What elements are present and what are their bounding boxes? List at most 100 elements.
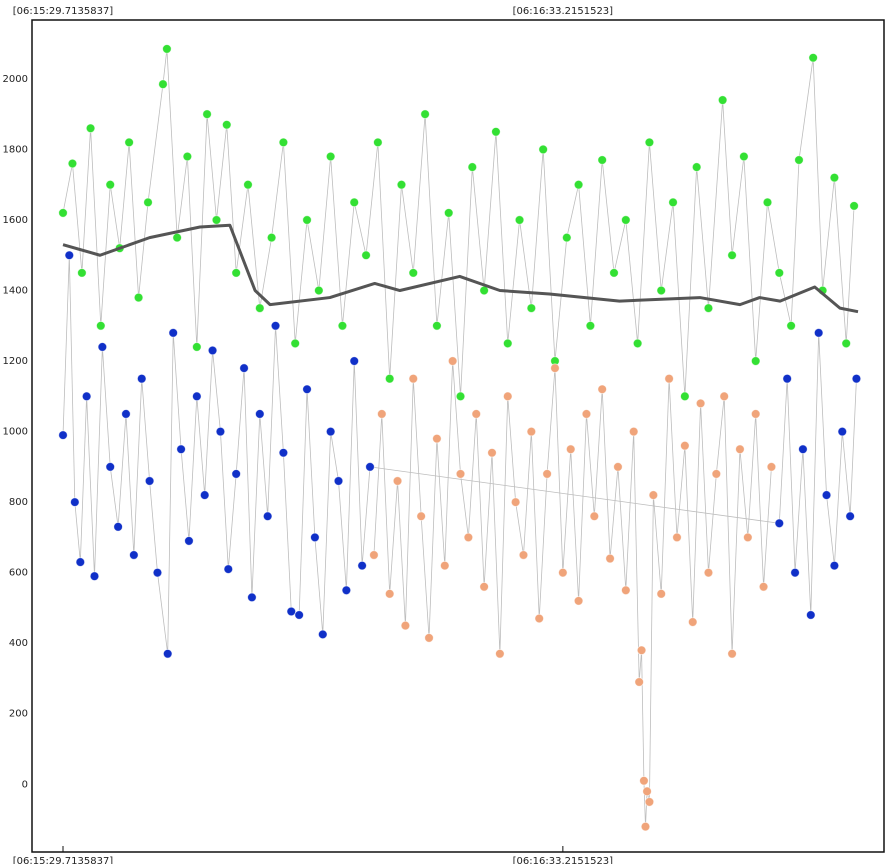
point (124, 137, 134, 148)
point (487, 448, 497, 458)
point (605, 553, 615, 564)
point (808, 53, 818, 63)
point (377, 409, 387, 419)
point (373, 137, 383, 148)
point (640, 821, 651, 832)
point (184, 536, 194, 546)
point (325, 426, 336, 437)
x-tick-label-bottom: [06:16:33.2151523] (513, 856, 614, 864)
point (495, 649, 505, 659)
point (562, 232, 572, 243)
point (432, 321, 442, 331)
point (143, 197, 153, 208)
marks (58, 44, 862, 832)
point (176, 444, 186, 454)
point (597, 155, 607, 165)
point (286, 606, 296, 617)
point (121, 409, 131, 419)
y-tick-label: 400 (9, 638, 28, 649)
point (294, 610, 304, 620)
point (680, 391, 690, 402)
series-link (62, 48, 855, 397)
point (813, 328, 824, 338)
point (566, 444, 576, 454)
point (806, 610, 816, 620)
point (613, 462, 623, 472)
point (278, 137, 289, 148)
point (192, 342, 202, 352)
point (621, 585, 631, 596)
point (581, 409, 592, 419)
point (302, 215, 312, 225)
point (727, 250, 737, 260)
point (798, 444, 808, 454)
point (758, 582, 769, 592)
point (152, 567, 163, 578)
point (735, 444, 745, 454)
point (719, 391, 729, 402)
point (467, 162, 478, 172)
trend-line (62, 223, 859, 314)
point (333, 476, 344, 486)
point (337, 321, 348, 331)
point (75, 557, 86, 567)
point (192, 391, 202, 402)
point (365, 462, 375, 472)
point (211, 215, 222, 225)
point (349, 197, 359, 208)
point (503, 391, 513, 402)
point (105, 180, 115, 190)
point (518, 550, 529, 560)
y-tick-label: 1200 (3, 356, 28, 367)
point (58, 430, 68, 440)
point (597, 384, 607, 394)
series-link (373, 361, 772, 827)
point (81, 391, 92, 402)
point (550, 363, 560, 373)
point (644, 797, 655, 807)
point (408, 373, 418, 384)
point (510, 497, 521, 507)
point (420, 109, 430, 119)
point (766, 462, 777, 472)
point (144, 476, 155, 486)
point (585, 321, 596, 331)
point (503, 338, 513, 349)
point (432, 433, 442, 444)
point (384, 589, 395, 599)
x-tick-label-top: [06:16:33.2151523] (513, 6, 614, 17)
point (837, 426, 847, 437)
point (849, 201, 859, 211)
point (447, 356, 458, 366)
point (168, 328, 178, 338)
point (558, 567, 568, 578)
point (231, 469, 241, 479)
point (133, 292, 144, 303)
point (89, 571, 100, 581)
point (262, 511, 273, 521)
point (774, 268, 785, 278)
point (739, 151, 749, 162)
point (416, 511, 426, 521)
point (794, 155, 804, 165)
y-tick-label: 1800 (3, 144, 28, 155)
point (440, 560, 450, 571)
y-tick-label: 800 (9, 497, 28, 508)
point (786, 321, 796, 331)
point (471, 409, 481, 419)
point (341, 585, 352, 596)
point (688, 617, 698, 627)
point (526, 426, 537, 437)
point (314, 285, 324, 296)
point (672, 532, 682, 543)
point (247, 592, 257, 603)
point (636, 645, 647, 655)
point (290, 338, 300, 349)
grid (62, 846, 564, 852)
point (634, 677, 644, 687)
point (695, 398, 706, 409)
point (750, 356, 761, 366)
point (58, 208, 68, 218)
point (642, 786, 652, 797)
